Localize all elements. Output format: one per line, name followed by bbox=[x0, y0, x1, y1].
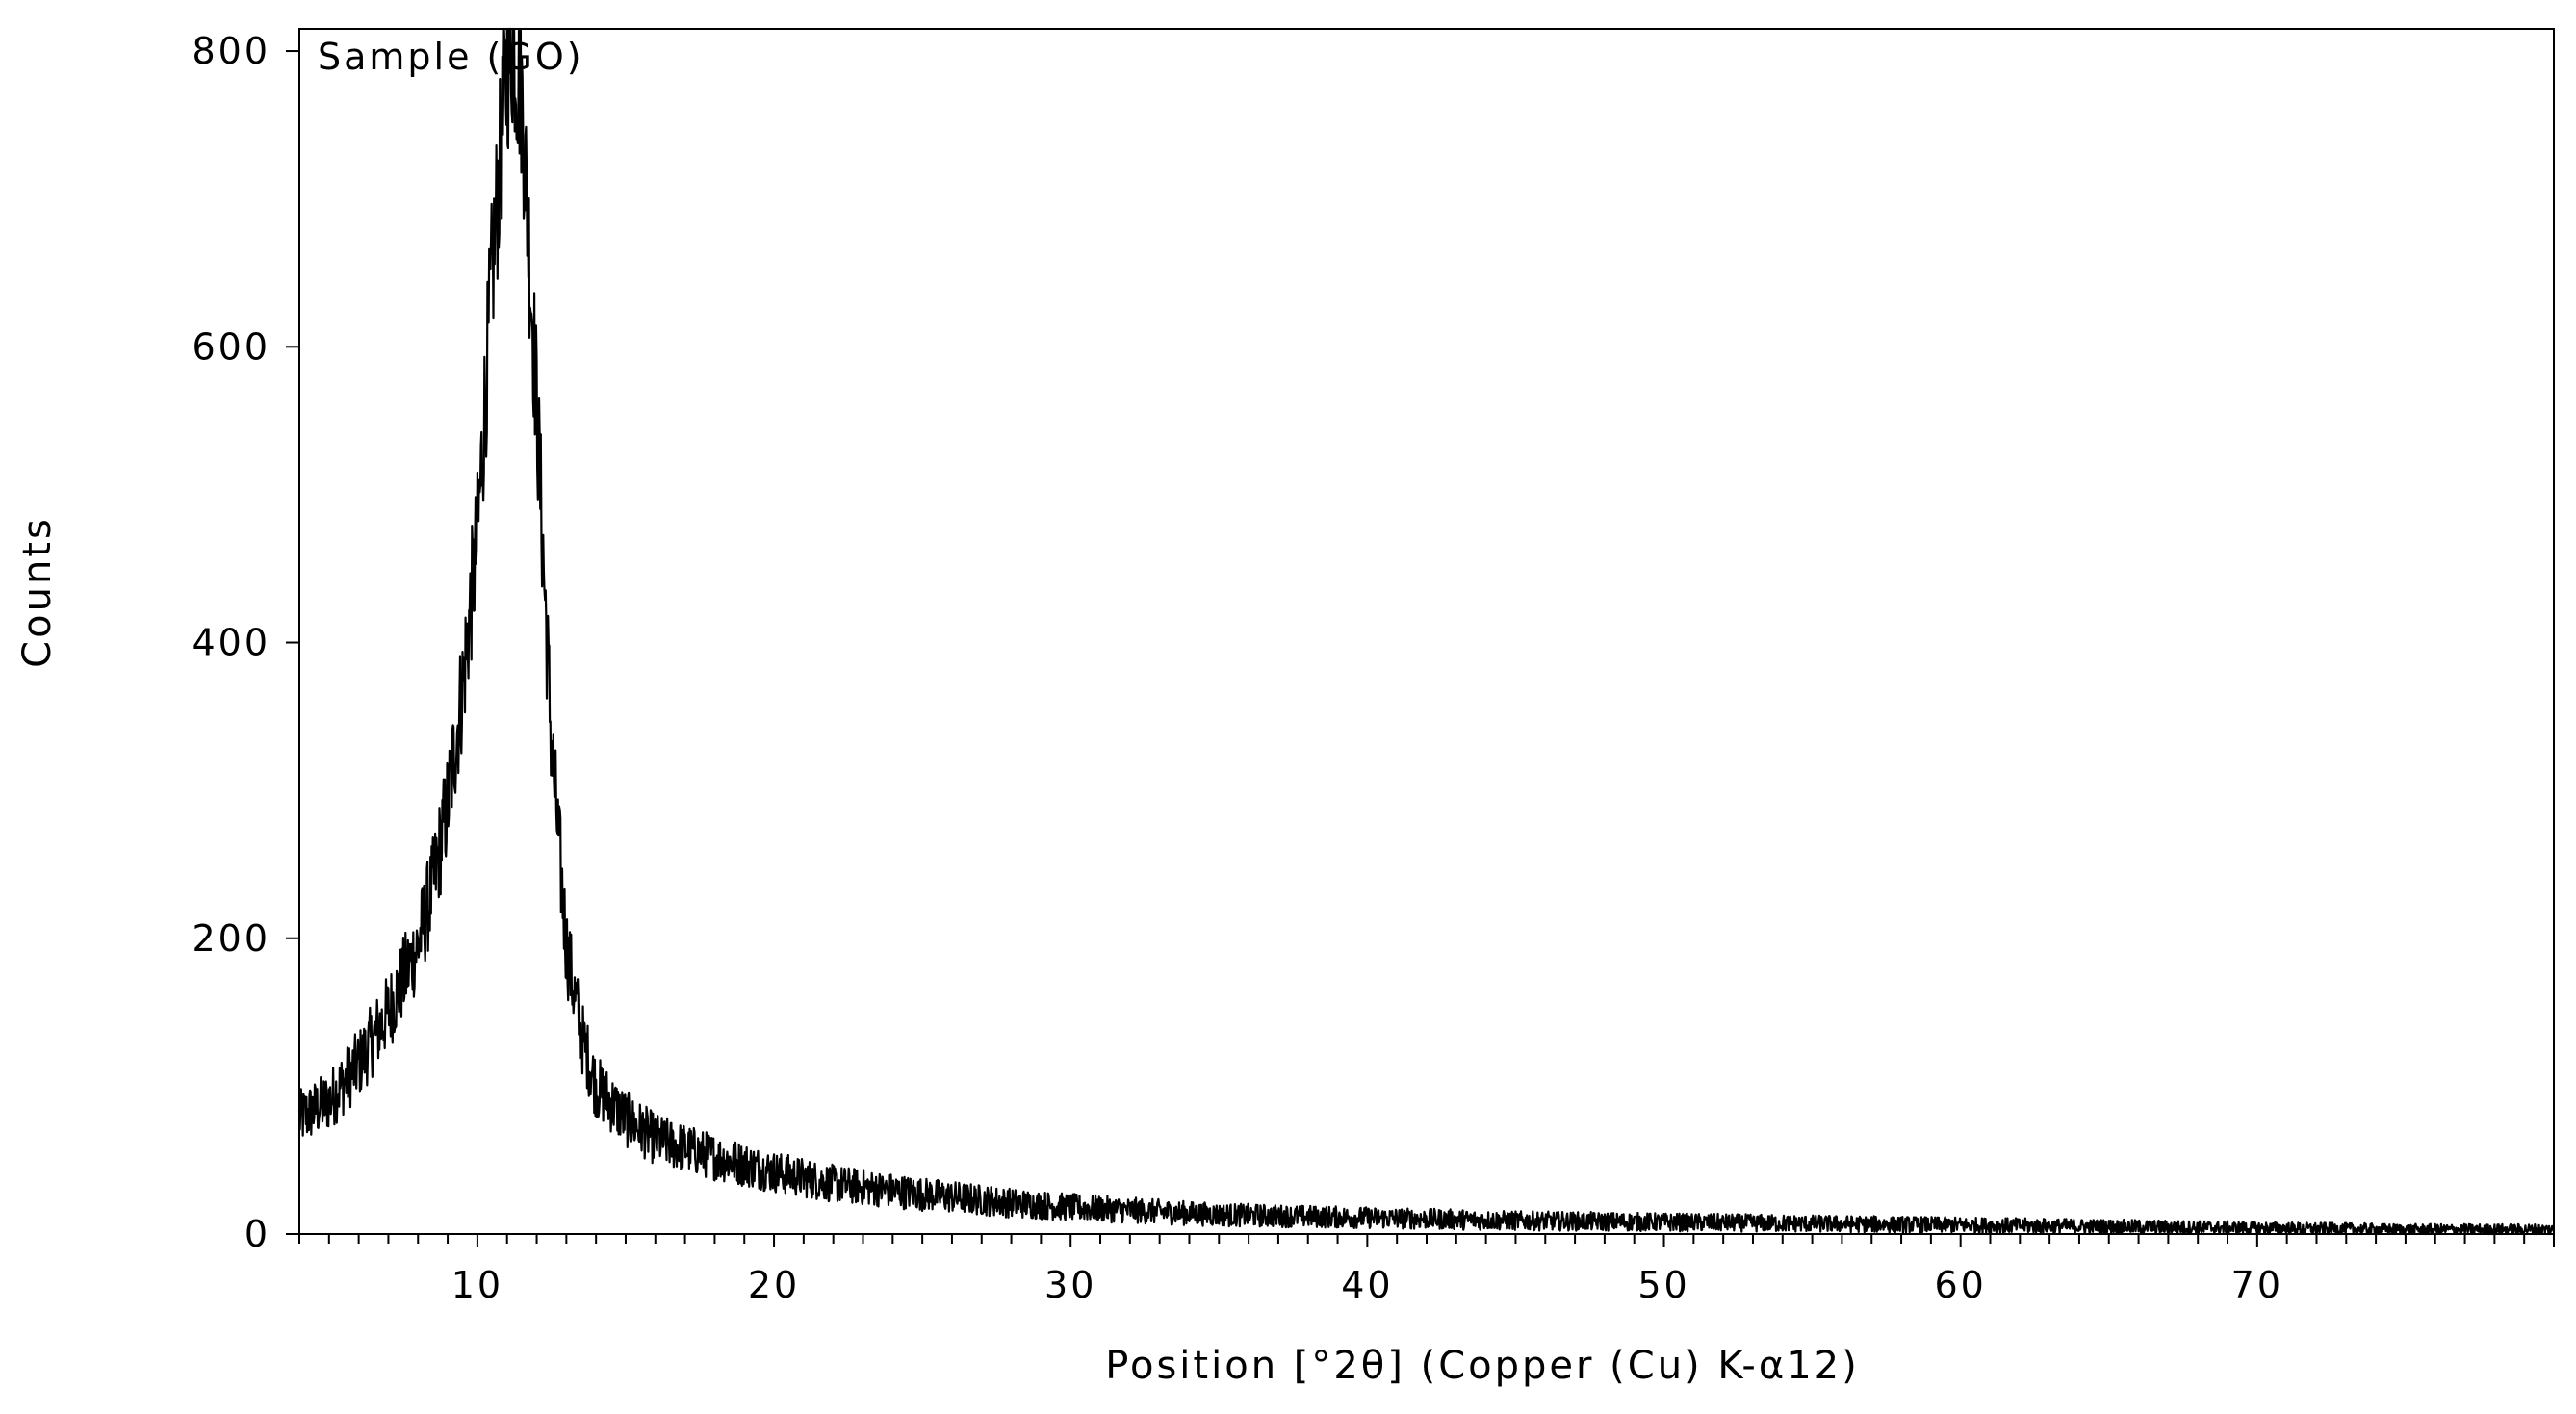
y-tick-label: 200 bbox=[192, 917, 270, 960]
y-tick-label: 600 bbox=[192, 325, 270, 368]
y-tick-label: 0 bbox=[245, 1213, 270, 1255]
x-tick-label: 70 bbox=[2231, 1264, 2283, 1306]
y-axis-title: Counts bbox=[15, 516, 60, 668]
x-axis-title: Position [°2θ] (Copper (Cu) K-α12) bbox=[1105, 1344, 1859, 1388]
x-axis-ticks: 10 20 30 40 50 60 70 bbox=[298, 1234, 2555, 1306]
x-tick-label: 40 bbox=[1341, 1264, 1393, 1306]
x-tick-label: 60 bbox=[1935, 1264, 1987, 1306]
y-axis-ticks: 0 200 400 600 800 bbox=[192, 30, 299, 1255]
xrd-pattern-line bbox=[297, 27, 2556, 1236]
x-tick-label: 20 bbox=[748, 1264, 800, 1306]
y-tick-label: 400 bbox=[192, 622, 270, 664]
x-tick-label: 30 bbox=[1044, 1264, 1096, 1306]
x-tick-label: 50 bbox=[1637, 1264, 1689, 1306]
sample-annotation: Sample (GO) bbox=[318, 36, 584, 78]
plot-frame bbox=[298, 28, 2555, 1235]
y-tick-label: 800 bbox=[192, 30, 270, 72]
x-tick-label: 10 bbox=[451, 1264, 503, 1306]
